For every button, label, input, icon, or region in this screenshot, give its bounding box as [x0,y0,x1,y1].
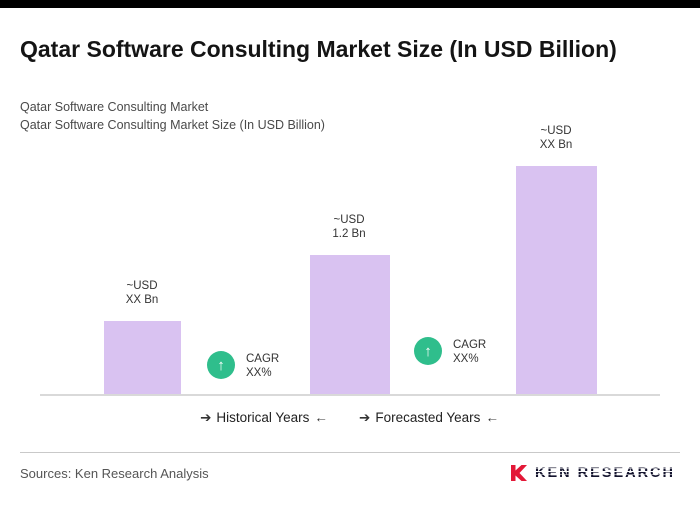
cagr-badge-1: ↑ [207,351,235,379]
bar-value-label-forecast: ~USD XX Bn [539,125,573,151]
bar-historical [104,321,181,394]
cagr-label-2: CAGR XX% [453,339,487,365]
right-arrow-icon: ➔ [200,410,212,425]
subtitle-line-1: Qatar Software Consulting Market [20,100,209,114]
bar-chart: ~USD XX Bn ~USD 1.2 Bn ~USD XX Bn ↑ CAGR… [0,125,700,396]
ken-research-logo-icon [510,465,527,481]
right-arrow-icon: ➔ [359,410,371,425]
sources-text: Sources: Ken Research Analysis [20,466,209,481]
footer-divider [20,452,680,453]
subtitle-line-2: Qatar Software Consulting Market Size (I… [20,118,325,132]
cagr-label-1: CAGR XX% [246,353,280,379]
top-accent-bar [0,0,700,8]
up-arrow-icon: ↑ [217,356,225,374]
historical-years-label: ➔ Historical Years ← [164,410,364,426]
ken-research-logo: KEN RESEARCH [509,463,675,483]
ken-research-logo-text: KEN RESEARCH [534,465,675,481]
chart-subtitle: Qatar Software Consulting Market Qatar S… [20,98,325,134]
bar-value-label-mid: ~USD 1.2 Bn [332,214,366,240]
x-axis-baseline [40,394,660,396]
left-arrow-icon: ← [314,410,328,425]
page-title: Qatar Software Consulting Market Size (I… [20,36,617,63]
bar-forecast [516,166,597,394]
cagr-badge-2: ↑ [414,337,442,365]
bar-value-label-historical: ~USD XX Bn [125,280,159,306]
up-arrow-icon: ↑ [424,342,432,360]
bar-mid [310,255,390,394]
left-arrow-icon: ← [485,410,499,425]
forecasted-years-label: ➔ Forecasted Years ← [329,410,529,426]
